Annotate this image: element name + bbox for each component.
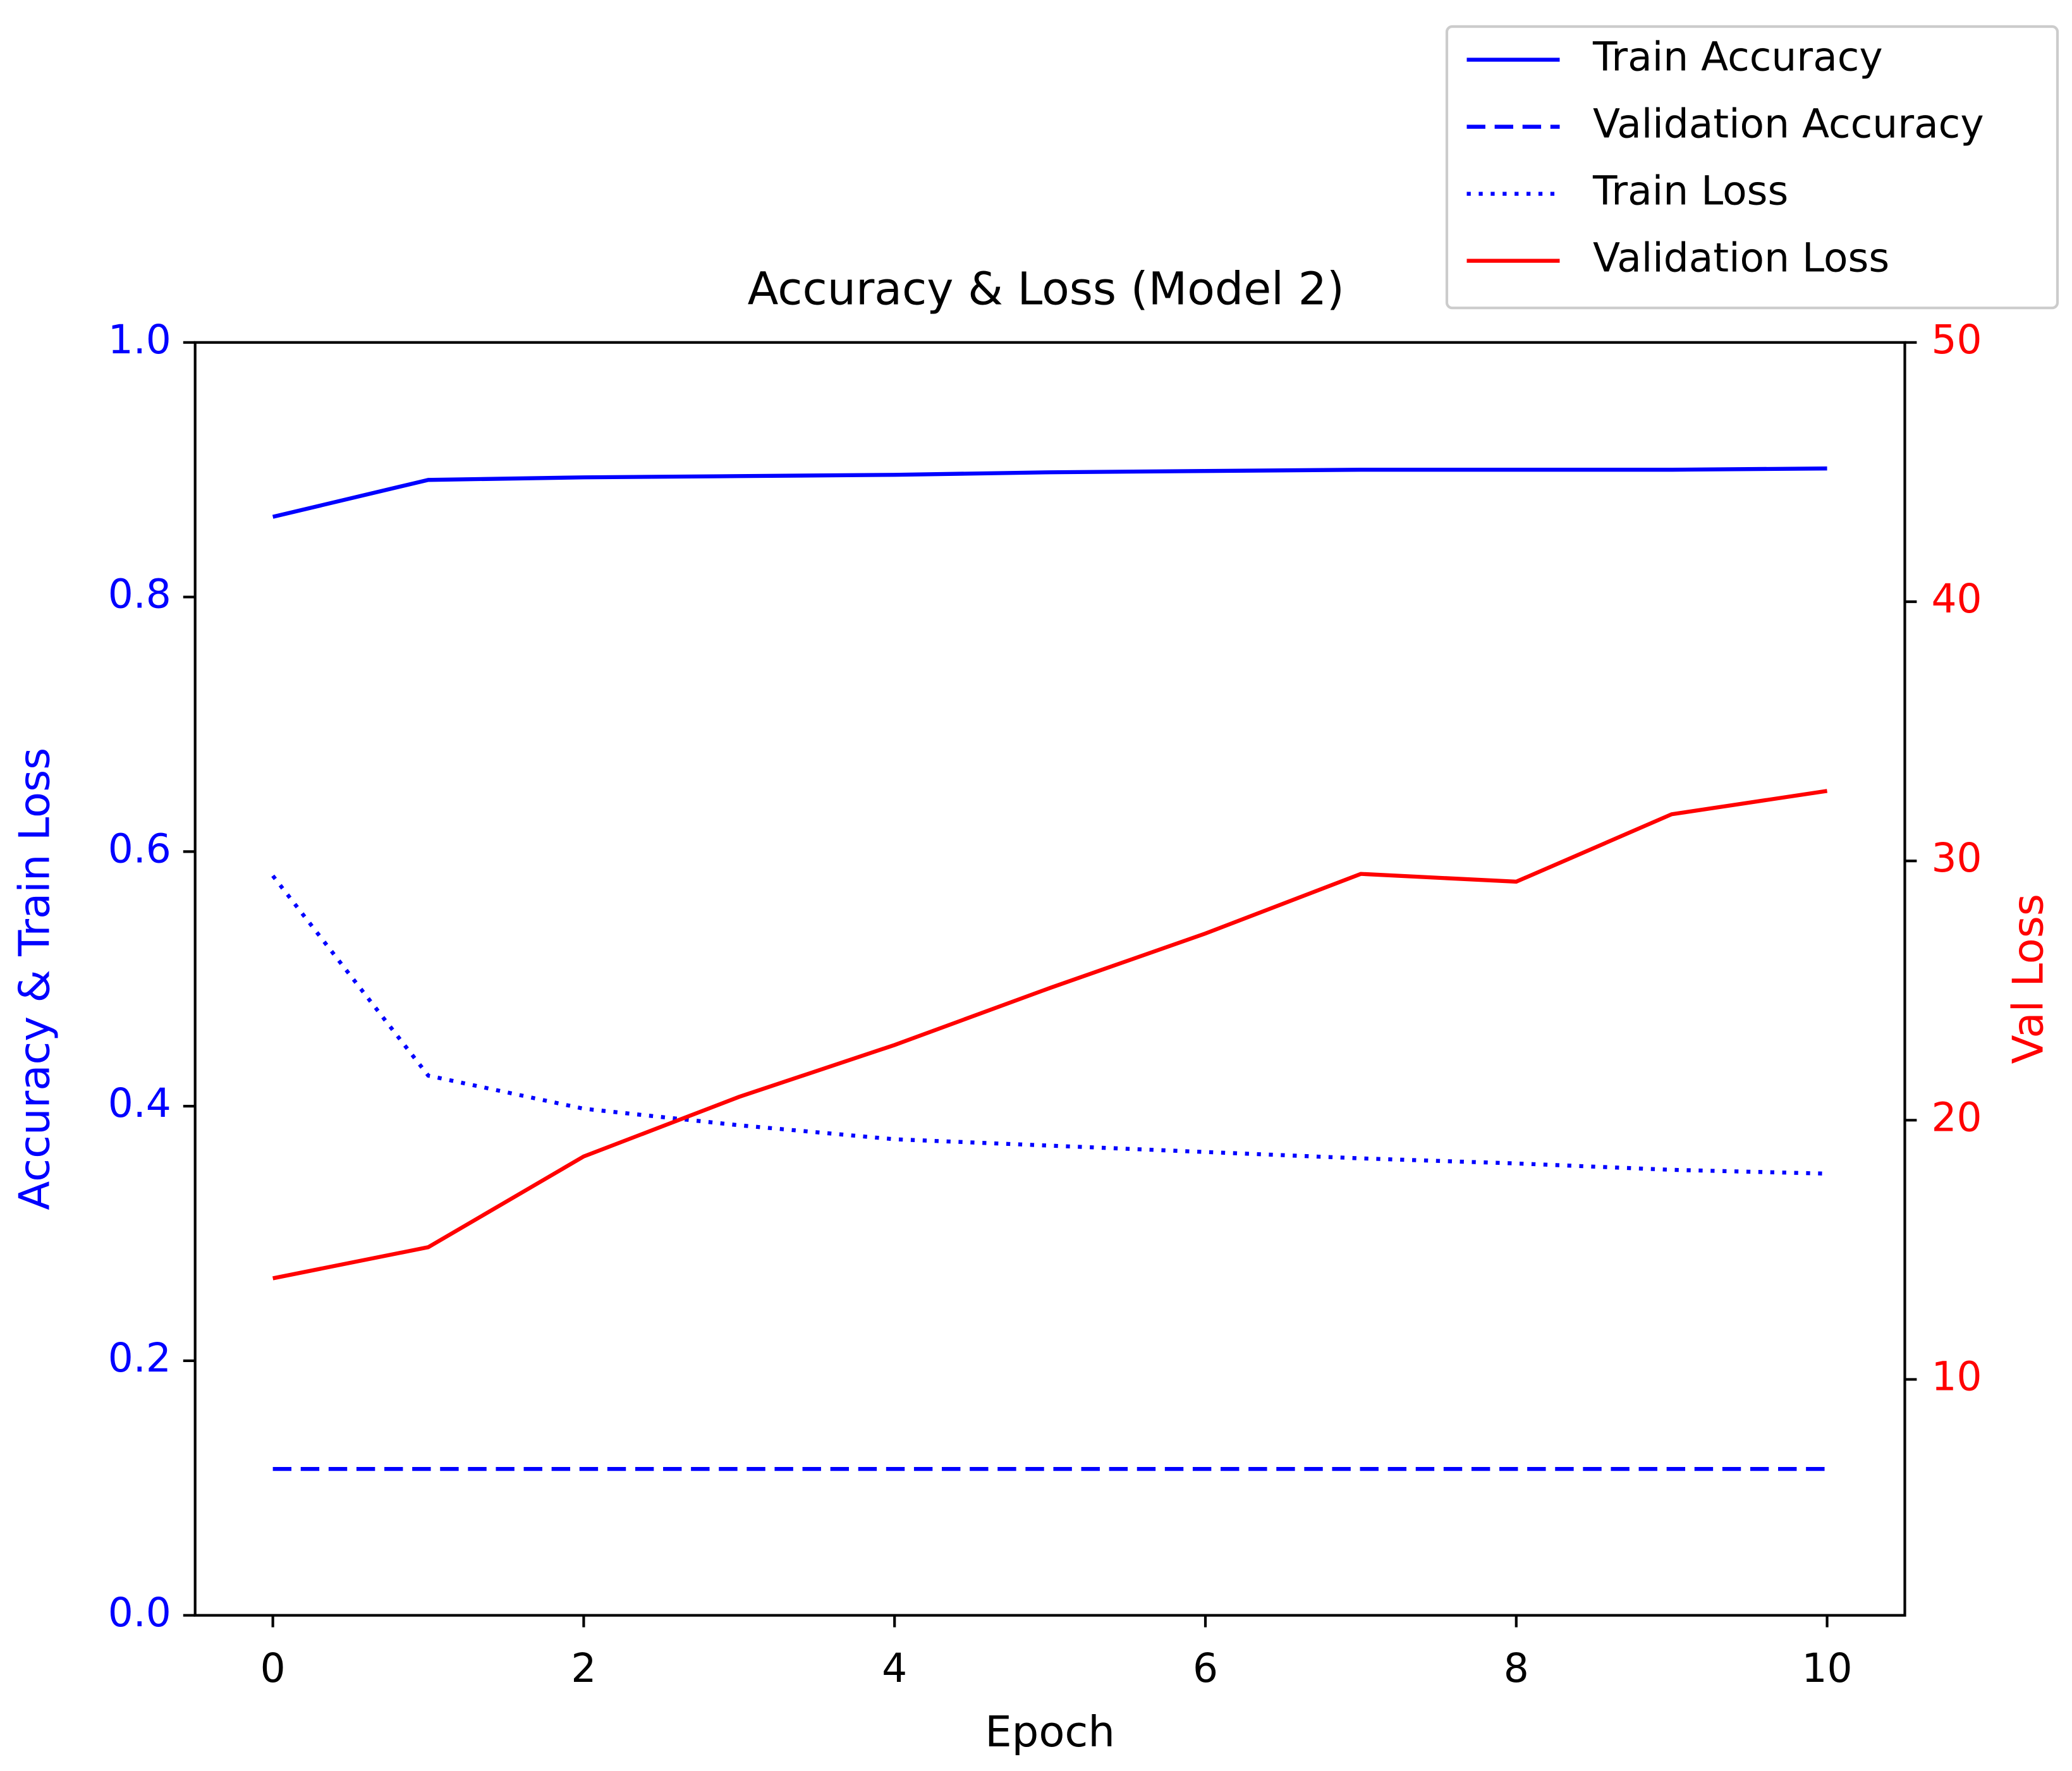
legend-box <box>1445 25 2059 310</box>
legend-label: Validation Loss <box>1593 235 1889 281</box>
y2-tick-label: 30 <box>1931 835 1982 881</box>
chart-root: Accuracy & Loss (Model 2) 0 2 4 6 8 10 0.0 0.2 0… <box>9 25 2059 1756</box>
x-axis-label: Epoch <box>985 1707 1115 1756</box>
y-tick-label: 0.6 <box>108 825 171 872</box>
y2-tick-label: 20 <box>1931 1094 1982 1140</box>
y-tick-label: 0.8 <box>108 571 171 618</box>
x-tick-label: 4 <box>882 1645 907 1691</box>
x-tick-label: 8 <box>1504 1645 1529 1691</box>
chart-title: Accuracy & Loss (Model 2) <box>748 263 1344 315</box>
y2-axis-label: Val Loss <box>2004 894 2053 1064</box>
x-tick-label: 10 <box>1801 1645 1852 1691</box>
legend-label: Validation Accuracy <box>1593 101 1984 147</box>
y2-tick-label: 10 <box>1931 1354 1982 1400</box>
y-tick-label: 0.4 <box>108 1080 171 1126</box>
x-tick-label: 2 <box>571 1645 596 1691</box>
x-tick-label: 6 <box>1193 1645 1218 1691</box>
series-line <box>272 789 1828 1281</box>
series-line <box>271 874 1827 1176</box>
y-tick-label: 1.0 <box>108 317 171 363</box>
y-tick-label: 0.0 <box>108 1590 171 1636</box>
legend-label: Train Loss <box>1592 168 1788 214</box>
legend-label: Train Accuracy <box>1592 34 1883 80</box>
plot-frame <box>193 341 1906 1617</box>
y-tick-label: 0.2 <box>108 1335 171 1381</box>
x-tick-label: 0 <box>260 1645 286 1691</box>
series-line <box>272 466 1827 519</box>
y2-tick-label: 40 <box>1931 576 1982 622</box>
y-axis-label: Accuracy & Train Loss <box>9 748 59 1210</box>
y2-tick-label: 50 <box>1931 317 1982 363</box>
